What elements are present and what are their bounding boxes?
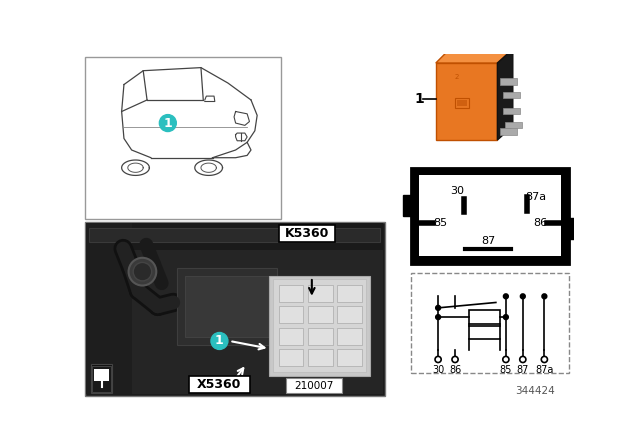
Bar xyxy=(94,370,109,381)
Text: K5360: K5360 xyxy=(285,228,330,241)
Bar xyxy=(177,268,277,345)
Circle shape xyxy=(504,315,508,319)
Bar xyxy=(84,222,385,396)
Text: 87: 87 xyxy=(481,236,495,246)
Bar xyxy=(279,328,303,345)
Circle shape xyxy=(520,356,526,362)
Bar xyxy=(308,328,333,345)
Bar xyxy=(500,78,516,85)
Circle shape xyxy=(542,294,547,299)
Bar xyxy=(469,326,500,340)
Bar xyxy=(337,349,362,366)
Circle shape xyxy=(129,258,156,285)
Bar xyxy=(403,195,413,216)
Bar xyxy=(279,285,303,302)
Text: 86: 86 xyxy=(534,218,548,228)
Bar xyxy=(287,378,342,392)
Circle shape xyxy=(503,356,509,362)
Bar xyxy=(269,276,369,375)
Bar xyxy=(436,63,497,140)
Bar xyxy=(500,128,516,135)
Bar xyxy=(568,218,577,239)
Text: 210007: 210007 xyxy=(294,381,334,391)
Text: 1: 1 xyxy=(215,335,224,348)
Text: 87a: 87a xyxy=(535,365,554,375)
Bar xyxy=(84,57,281,219)
Bar xyxy=(189,375,250,392)
Bar xyxy=(279,349,303,366)
Circle shape xyxy=(133,263,152,281)
Text: 30: 30 xyxy=(432,365,444,375)
Bar xyxy=(458,100,467,106)
Bar xyxy=(419,176,561,256)
Bar xyxy=(469,310,500,324)
Bar xyxy=(86,223,383,250)
Bar xyxy=(86,223,132,394)
Text: 86: 86 xyxy=(449,365,461,375)
Bar xyxy=(503,92,520,99)
Bar xyxy=(337,306,362,323)
Text: 1: 1 xyxy=(414,92,424,106)
Text: 87a: 87a xyxy=(525,192,547,202)
Polygon shape xyxy=(497,49,513,140)
Bar xyxy=(411,273,569,373)
Bar xyxy=(503,108,520,114)
Circle shape xyxy=(159,115,176,132)
Bar xyxy=(308,349,333,366)
Circle shape xyxy=(435,356,441,362)
Circle shape xyxy=(452,356,458,362)
Bar xyxy=(308,306,333,323)
Circle shape xyxy=(211,332,228,349)
Circle shape xyxy=(436,315,440,319)
Bar xyxy=(411,168,569,264)
Bar xyxy=(185,276,269,337)
Text: 85: 85 xyxy=(433,218,447,228)
Text: 2: 2 xyxy=(454,74,459,80)
Text: 344424: 344424 xyxy=(515,386,555,396)
Bar xyxy=(337,328,362,345)
Text: X5360: X5360 xyxy=(197,378,242,391)
Bar xyxy=(455,98,469,108)
Text: 85: 85 xyxy=(500,365,512,375)
Bar xyxy=(92,366,111,392)
Bar xyxy=(308,285,333,302)
Bar xyxy=(279,306,303,323)
Text: 1: 1 xyxy=(163,116,172,129)
Circle shape xyxy=(436,306,440,310)
Circle shape xyxy=(504,294,508,299)
Polygon shape xyxy=(436,49,513,63)
Circle shape xyxy=(541,356,547,362)
Text: 30: 30 xyxy=(451,186,465,196)
Bar xyxy=(279,225,335,242)
Bar xyxy=(86,223,383,394)
Circle shape xyxy=(520,294,525,299)
Bar xyxy=(91,364,113,393)
Bar xyxy=(505,121,522,128)
Bar xyxy=(88,228,380,241)
Bar xyxy=(273,280,365,372)
Bar xyxy=(337,285,362,302)
Text: 87: 87 xyxy=(516,365,529,375)
